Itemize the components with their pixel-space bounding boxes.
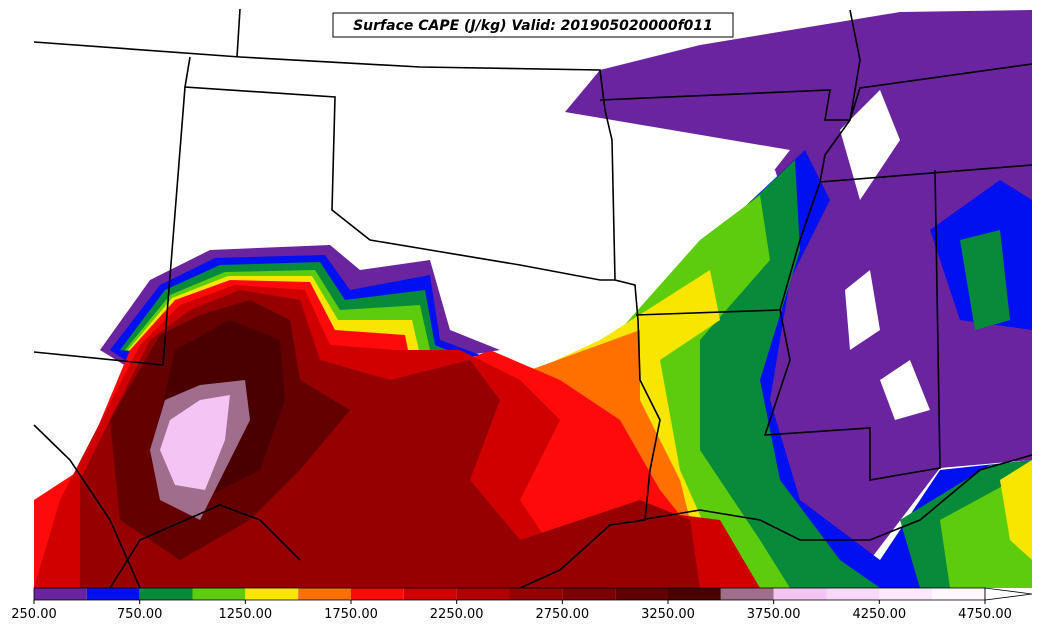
- colorbar-tick-label: 2750.00: [535, 607, 589, 622]
- colorbar-segment: [403, 588, 457, 600]
- colorbar-tick-label: 4750.00: [958, 607, 1012, 622]
- colorbar-tick-label: 3250.00: [641, 607, 695, 622]
- colorbar-segment: [192, 588, 246, 600]
- colorbar-segment: [615, 588, 668, 600]
- colorbar-tick-label: 4250.00: [852, 607, 906, 622]
- colorbar-segment: [245, 588, 299, 600]
- colorbar-tick-label: 1750.00: [324, 607, 378, 622]
- colorbar-segment: [509, 588, 563, 600]
- boundaries: [33, 8, 1033, 589]
- colorbar-tick-label: 1250.00: [218, 607, 272, 622]
- colorbar-tick-label: 3750.00: [747, 607, 801, 622]
- colorbar-segment: [668, 588, 721, 600]
- colorbar-segment: [34, 588, 87, 600]
- colorbar-segment: [351, 588, 404, 600]
- map-title: Surface CAPE (J/kg) Valid: 201905020000f…: [353, 18, 713, 34]
- colorbar-segment: [773, 588, 827, 600]
- colorbar-segment: [456, 588, 510, 600]
- cape-field: [34, 9, 1032, 588]
- colorbar-segment: [720, 588, 774, 600]
- colorbar: 250.00 750.00 1250.00 1750.00 2250.00 2750.00…: [11, 587, 1033, 622]
- colorbar-outline: [33, 587, 986, 601]
- colorbar-segment: [932, 588, 985, 600]
- colorbar-tick-label: 750.00: [117, 607, 163, 622]
- colorbar-segment: [826, 588, 880, 600]
- colorbar-tick-label: 250.00: [11, 607, 57, 622]
- colorbar-tick-label: 2250.00: [430, 607, 484, 622]
- colorbar-segment: [879, 588, 933, 600]
- colorbar-segment: [139, 588, 193, 600]
- colorbar-segment: [86, 588, 140, 600]
- colorbar-segment: [298, 588, 351, 600]
- title-box: [332, 12, 734, 38]
- colorbar-segment: [562, 588, 616, 600]
- colorbar-extension: [984, 587, 1033, 601]
